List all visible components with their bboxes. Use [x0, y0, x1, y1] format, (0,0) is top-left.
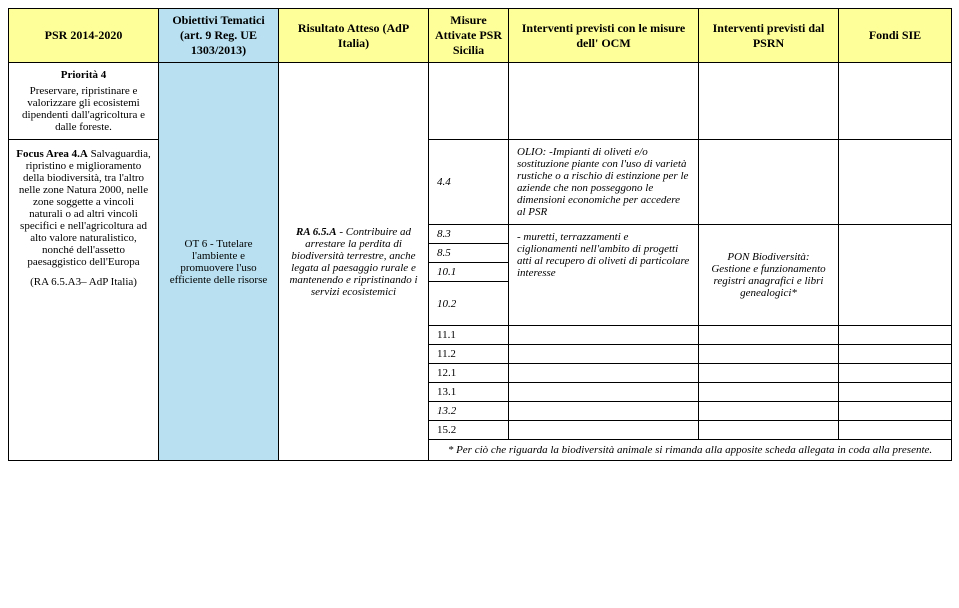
ocm-e4 — [509, 345, 699, 364]
psrn-e3 — [699, 326, 839, 345]
ocm-e3 — [509, 326, 699, 345]
ot-cell: OT 6 - Tutelare l'ambiente e promuovere … — [159, 63, 279, 461]
misure-empty-top — [429, 63, 509, 140]
psrn-e6 — [699, 383, 839, 402]
fondi-e7 — [839, 402, 952, 421]
misure-8-5: 8.5 — [429, 244, 509, 263]
col-misure: Misure Attivate PSR Sicilia — [429, 9, 509, 63]
psrn-empty-top — [699, 63, 839, 140]
priority-cell: Priorità 4 Preservare, ripristinare e va… — [9, 63, 159, 140]
psrn-pon: PON Biodiversità: Gestione e funzionamen… — [699, 225, 839, 326]
fondi-e1 — [839, 140, 952, 225]
col-risultato: Risultato Atteso (AdP Italia) — [279, 9, 429, 63]
priority-body: Preservare, ripristinare e valorizzare g… — [19, 85, 148, 133]
fa-lead: Focus Area 4.A — [16, 148, 88, 160]
col-interventi-psrn: Interventi previsti dal PSRN — [699, 9, 839, 63]
misure-8-3: 8.3 — [429, 225, 509, 244]
ra-lead: RA 6.5.A — [296, 226, 337, 238]
ocm-e8 — [509, 421, 699, 440]
fondi-e3 — [839, 326, 952, 345]
psrn-e5 — [699, 364, 839, 383]
fa-body: Salvaguardia, ripristino e miglioramento… — [19, 148, 151, 268]
misure-11-2: 11.2 — [429, 345, 509, 364]
ocm-olio: OLIO: -Impianti di oliveti e/o sostituzi… — [509, 140, 699, 225]
col-fondi: Fondi SIE — [839, 9, 952, 63]
misure-15-2: 15.2 — [429, 421, 509, 440]
col-obiettivi: Obiettivi Tematici (art. 9 Reg. UE 1303/… — [159, 9, 279, 63]
psrn-e1 — [699, 140, 839, 225]
focus-area-cell: Focus Area 4.A Salvaguardia, ripristino … — [9, 140, 159, 461]
psr-table: PSR 2014-2020 Obiettivi Tematici (art. 9… — [8, 8, 952, 461]
col-psr: PSR 2014-2020 — [9, 9, 159, 63]
priority-title: Priorità 4 — [15, 69, 152, 81]
ocm-muretti: - muretti, terrazzamenti e ciglionamenti… — [509, 225, 699, 326]
fondi-empty-top — [839, 63, 952, 140]
fondi-e6 — [839, 383, 952, 402]
misure-11-1: 11.1 — [429, 326, 509, 345]
row-4-4: Focus Area 4.A Salvaguardia, ripristino … — [9, 140, 952, 225]
psrn-e4 — [699, 345, 839, 364]
fondi-e2 — [839, 225, 952, 326]
ocm-e5 — [509, 364, 699, 383]
misure-13-1: 13.1 — [429, 383, 509, 402]
misure-10-1: 10.1 — [429, 263, 509, 282]
ocm-e6 — [509, 383, 699, 402]
psrn-e8 — [699, 421, 839, 440]
header-row: PSR 2014-2020 Obiettivi Tematici (art. 9… — [9, 9, 952, 63]
misure-10-2: 10.2 — [429, 282, 509, 326]
fa-ref: (RA 6.5.A3– AdP Italia) — [15, 276, 152, 288]
misure-4-4: 4.4 — [429, 140, 509, 225]
footnote: * Per ciò che riguarda la biodiversità a… — [429, 440, 952, 461]
fondi-e4 — [839, 345, 952, 364]
psrn-e7 — [699, 402, 839, 421]
ocm-empty-top — [509, 63, 699, 140]
col-interventi-ocm: Interventi previsti con le misure dell' … — [509, 9, 699, 63]
fondi-e8 — [839, 421, 952, 440]
misure-12-1: 12.1 — [429, 364, 509, 383]
misure-13-2: 13.2 — [429, 402, 509, 421]
ocm-e7 — [509, 402, 699, 421]
fondi-e5 — [839, 364, 952, 383]
priority-row: Priorità 4 Preservare, ripristinare e va… — [9, 63, 952, 140]
ra-cell: RA 6.5.A - Contribuire ad arrestare la p… — [279, 63, 429, 461]
focus-area-text: Focus Area 4.A Salvaguardia, ripristino … — [15, 148, 152, 268]
